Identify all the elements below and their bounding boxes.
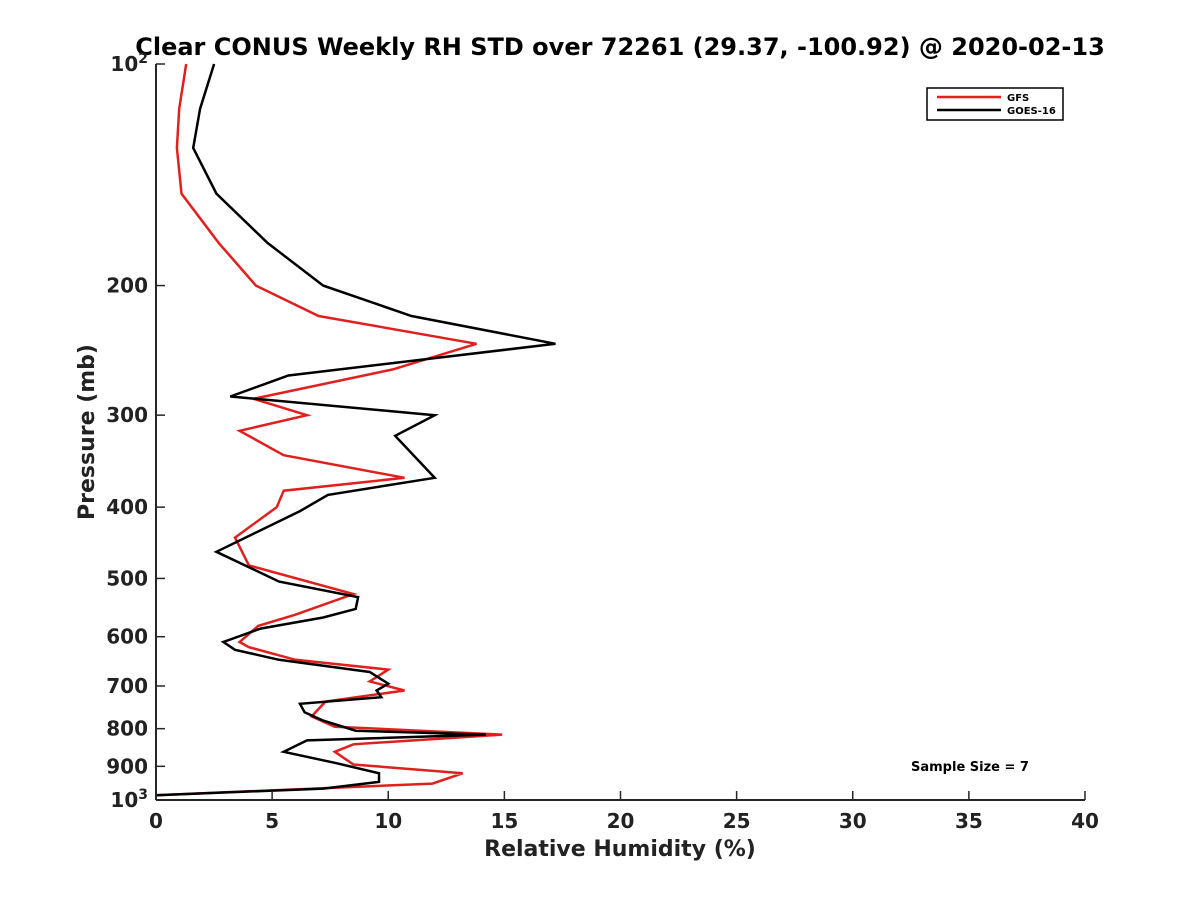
y-tick-label: 300 (106, 403, 148, 427)
legend: GFS GOES-16 (926, 87, 1064, 121)
x-tick-label: 15 (490, 809, 518, 833)
y-tick-label: 102 (110, 51, 148, 76)
series-line-gfs (155, 63, 503, 797)
sample-size-annotation: Sample Size = 7 (911, 760, 1029, 775)
y-axis-label: Pressure (mb) (75, 344, 100, 520)
y-ticks: 102 200 300 400 500 600 700 800 900 103 (106, 51, 165, 812)
series-layer (155, 63, 556, 797)
legend-label-gfs: GFS (1007, 93, 1029, 104)
x-tick-label: 30 (839, 809, 867, 833)
y-tick-label: 800 (106, 717, 148, 741)
x-ticks: 0 5 10 15 20 25 30 35 40 (149, 791, 1099, 833)
y-tick-label: 500 (106, 566, 148, 590)
y-tick-label: 900 (106, 754, 148, 778)
x-axis-label: Relative Humidity (%) (484, 837, 756, 862)
x-tick-label: 25 (723, 809, 751, 833)
x-tick-label: 20 (607, 809, 635, 833)
y-tick-label: 400 (106, 495, 148, 519)
legend-label-goes16: GOES-16 (1007, 106, 1056, 117)
y-tick-label: 700 (106, 674, 148, 698)
x-tick-label: 5 (265, 809, 279, 833)
x-tick-label: 0 (149, 809, 163, 833)
series-line-goes-16 (155, 63, 556, 797)
x-tick-label: 35 (955, 809, 983, 833)
x-tick-label: 10 (374, 809, 402, 833)
y-tick-label: 600 (106, 625, 148, 649)
y-tick-label: 103 (110, 787, 148, 812)
chart-title: Clear CONUS Weekly RH STD over 72261 (29… (135, 33, 1105, 61)
legend-box (926, 87, 1064, 121)
y-tick-label: 200 (106, 274, 148, 298)
x-tick-label: 40 (1071, 809, 1099, 833)
